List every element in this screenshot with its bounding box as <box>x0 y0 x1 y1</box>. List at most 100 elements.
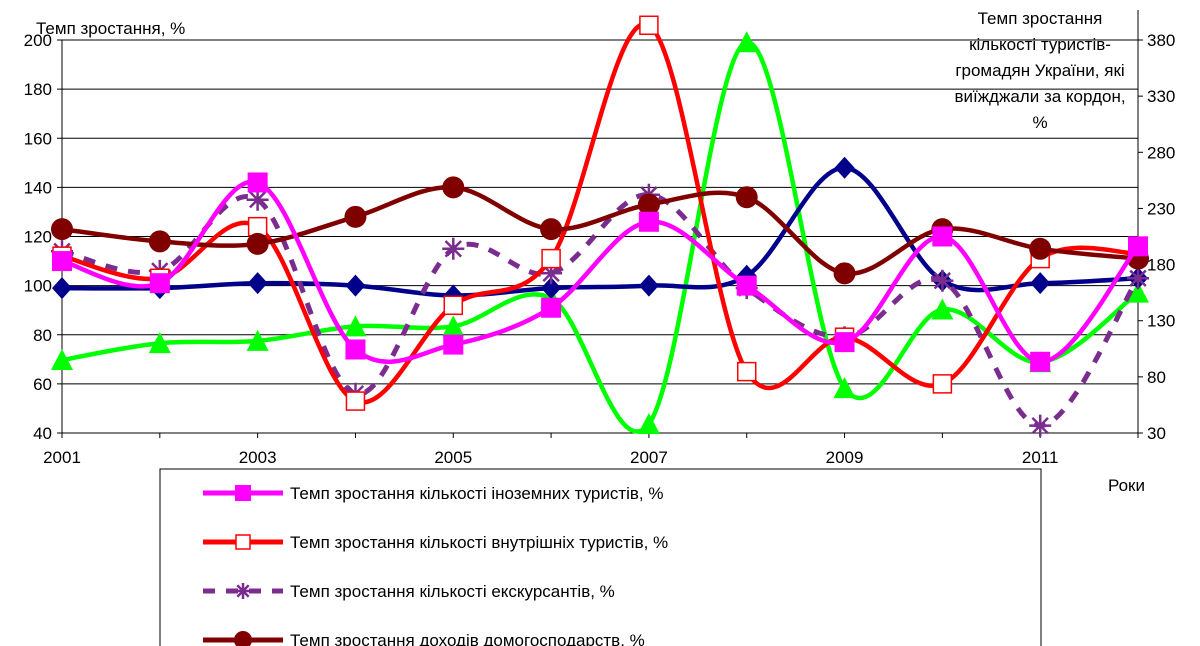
legend-item: Темп зростання кількості внутрішніх тури… <box>203 533 668 552</box>
data-point <box>443 295 464 316</box>
data-point <box>235 485 251 501</box>
data-point <box>932 226 953 247</box>
data-point <box>540 262 563 285</box>
data-point <box>246 188 269 211</box>
y-axis-label: Темп зростання, % <box>36 19 185 38</box>
data-point <box>931 298 954 320</box>
data-point <box>638 211 659 232</box>
data-point <box>540 218 563 241</box>
legend-item: Темп зростання доходів домогосподарств, … <box>203 631 645 646</box>
y2-axis-label: Темп зростання кількості туристів-громадя… <box>954 9 1125 132</box>
data-point <box>834 332 855 353</box>
y2-tick-label: 80 <box>1147 368 1166 387</box>
data-point <box>637 413 660 435</box>
y-tick-label: 80 <box>33 326 52 345</box>
data-point <box>541 297 562 318</box>
data-point <box>1128 236 1148 257</box>
data-point <box>52 277 72 300</box>
y2-tick-label: 380 <box>1147 31 1175 50</box>
series-layer <box>51 15 1149 437</box>
data-point <box>443 334 464 355</box>
legend-item: Темп зростання кількості екскурсантів, % <box>203 582 615 601</box>
y-tick-label: 120 <box>24 228 52 247</box>
y2-tick-label: 130 <box>1147 312 1175 331</box>
data-point <box>52 251 72 272</box>
y-tick-label: 60 <box>33 375 52 394</box>
x-tick-label: 2005 <box>434 448 472 467</box>
data-point <box>637 193 660 216</box>
legend-label: Темп зростання кількості внутрішніх тури… <box>290 533 668 552</box>
data-point <box>344 315 367 337</box>
legend-label: Темп зростання кількості екскурсантів, % <box>290 582 615 601</box>
data-point <box>345 274 366 297</box>
y-tick-label: 200 <box>24 31 52 50</box>
y-tick-label: 140 <box>24 178 52 197</box>
data-point <box>442 237 465 260</box>
data-point <box>1029 414 1052 437</box>
data-point <box>246 329 269 351</box>
y2-tick-label: 280 <box>1147 143 1175 162</box>
data-point <box>247 172 268 193</box>
data-point <box>735 186 758 209</box>
series-1 <box>52 172 1148 372</box>
legend: Темп зростання кількості іноземних турис… <box>159 468 1042 646</box>
y-tick-label: 180 <box>24 80 52 99</box>
data-point <box>246 232 269 255</box>
data-point <box>442 176 465 199</box>
data-point <box>148 332 171 354</box>
x-axis-label: Роки <box>1108 476 1145 495</box>
legend-item: Темп зростання кількості іноземних турис… <box>203 484 664 503</box>
data-point <box>235 534 251 550</box>
data-point <box>834 156 855 179</box>
data-point <box>541 277 562 300</box>
y2-tick-label: 330 <box>1147 87 1175 106</box>
y-tick-label: 160 <box>24 129 52 148</box>
data-point <box>639 15 659 36</box>
y2-axis-label-line: % <box>1032 113 1047 132</box>
series-line <box>59 21 1141 405</box>
legend-label: Темп зростання доходів домогосподарств, … <box>290 631 645 646</box>
data-point <box>932 374 953 394</box>
y2-axis-label-line: громадян України, які <box>955 61 1124 80</box>
legend-label: Темп зростання кількості іноземних турис… <box>290 484 664 503</box>
data-point <box>1127 267 1149 290</box>
data-point <box>736 361 757 382</box>
series-line <box>61 192 1141 429</box>
x-tick-label: 2003 <box>239 448 277 467</box>
x-tick-label: 2011 <box>1022 448 1059 467</box>
data-point <box>235 583 251 599</box>
data-point <box>1127 281 1149 303</box>
data-point <box>247 272 268 295</box>
data-point <box>345 339 366 360</box>
data-point <box>638 274 659 297</box>
data-point <box>1030 351 1051 372</box>
y-tick-label: 100 <box>24 277 52 296</box>
data-point <box>1030 272 1051 295</box>
y2-tick-label: 230 <box>1147 199 1175 218</box>
data-point <box>51 218 73 241</box>
x-tick-label: 2007 <box>630 448 668 467</box>
data-point <box>149 273 170 294</box>
data-point <box>51 349 73 371</box>
x-tick-label: 2001 <box>43 448 81 467</box>
y2-axis-label-line: кількості туристів- <box>969 35 1111 54</box>
x-tick-label: 2009 <box>826 448 864 467</box>
legend-frame <box>159 468 1042 646</box>
y2-tick-label: 30 <box>1147 424 1166 443</box>
y-tick-label: 40 <box>33 424 52 443</box>
data-point <box>931 269 954 292</box>
data-point <box>344 205 367 228</box>
data-point <box>833 377 856 399</box>
y2-tick-label: 180 <box>1147 256 1175 275</box>
data-point <box>234 631 252 646</box>
data-point <box>735 31 758 53</box>
data-point <box>148 230 171 253</box>
series-4 <box>51 176 1149 285</box>
data-point <box>442 315 465 337</box>
data-point <box>736 275 757 296</box>
tick-labels: 40 60 80 100 120 140 160 180 200 30 80 130 180 230 280… <box>24 31 1176 467</box>
data-point <box>1029 237 1052 260</box>
data-point <box>541 248 561 269</box>
y2-axis-label-line: виїжджали за кордон, <box>954 87 1125 106</box>
